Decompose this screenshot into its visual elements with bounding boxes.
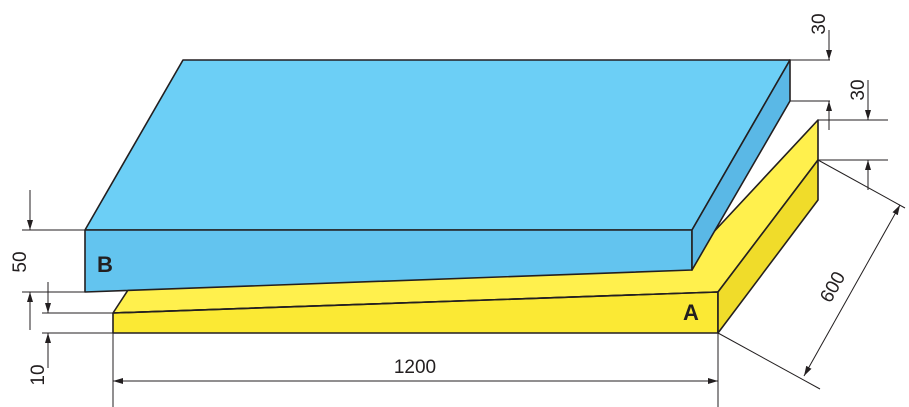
dimension-a-min-thickness-value: 10 [28, 364, 49, 385]
dimension-b-slope-rise-value: 30 [809, 13, 830, 34]
dimension-a-min-thickness: 10 [28, 282, 113, 386]
dimension-width-value: 600 [816, 268, 850, 306]
dimension-a-slope-rise: 30 [818, 79, 888, 190]
dimension-length: 1200 [112, 333, 719, 407]
dimension-length-value: 1200 [394, 357, 436, 378]
dimension-a-slope-rise-value: 30 [848, 79, 869, 100]
slab-a-top-edge [112, 291, 719, 314]
slab-b: B [84, 59, 791, 293]
dimension-b-slope-rise: 30 [790, 13, 832, 130]
slab-b-label: B [97, 252, 113, 277]
dimension-b-thickness-value: 50 [10, 251, 31, 272]
slab-b-top-face [84, 59, 791, 231]
slab-a-side-face [717, 159, 819, 334]
slab-a-label: A [683, 300, 699, 325]
dimension-b-thickness: 50 [10, 190, 85, 330]
